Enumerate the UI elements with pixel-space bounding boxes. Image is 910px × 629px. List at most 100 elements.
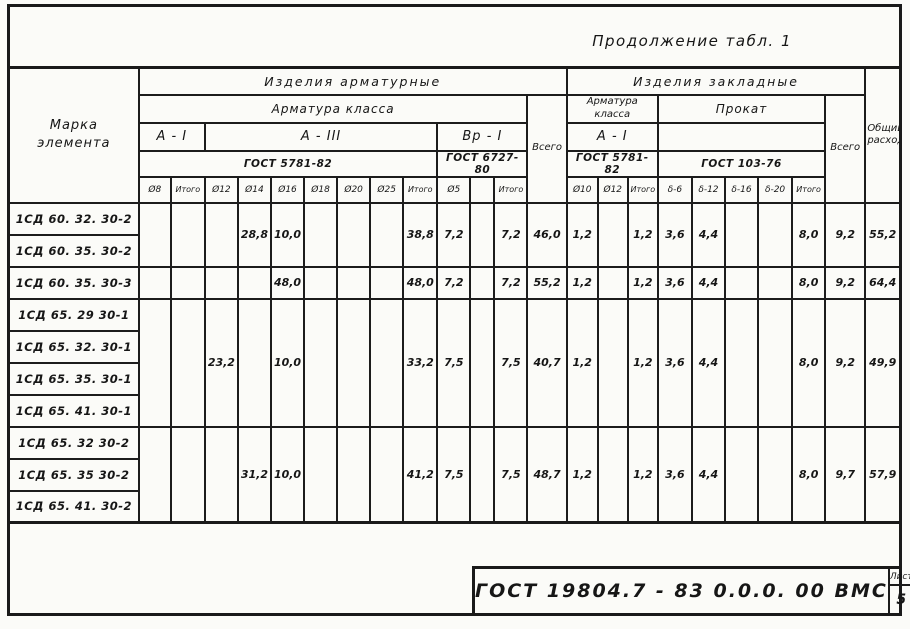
empty-cell <box>596 425 629 524</box>
header-armature-class-right: Арматура класса <box>565 93 659 124</box>
empty-cell <box>723 265 760 300</box>
value-cell: 7,2 <box>436 201 472 268</box>
empty-cell <box>236 297 272 428</box>
empty-cell <box>137 265 172 300</box>
header-dia-8: Ø8 <box>137 175 172 204</box>
empty-cell <box>369 297 405 428</box>
header-itogo: Итого <box>493 175 529 204</box>
value-cell: 49,9 <box>864 297 902 428</box>
value-cell: 3,6 <box>656 201 693 268</box>
empty-cell <box>203 425 239 524</box>
empty-cell <box>723 201 760 268</box>
header-mark-element: Марка элемента <box>7 66 140 204</box>
header-section-embedded: Изделия закладные <box>565 66 867 96</box>
empty-cell <box>203 265 239 300</box>
value-cell: 1,2 <box>626 201 659 268</box>
title-block: ГОСТ 19804.7 - 83 0.0.0. 00 ВМС Лист 5 <box>472 566 910 616</box>
header-delta-16: δ-16 <box>723 175 760 204</box>
empty-cell <box>469 265 496 300</box>
header-dia-16: Ø16 <box>269 175 306 204</box>
sheet-number: 5 <box>896 591 907 608</box>
value-cell: 28,8 <box>236 201 272 268</box>
header-delta-12: δ-12 <box>690 175 726 204</box>
row-label: 1СД 65. 35. 30-1 <box>7 361 140 396</box>
empty-cell <box>303 201 339 268</box>
header-prokat: Прокат <box>656 93 827 124</box>
value-cell: 4,4 <box>690 425 726 524</box>
row-label: 1СД 60. 35. 30-3 <box>7 265 140 300</box>
empty-cell <box>596 265 629 300</box>
header-blank-dia <box>469 175 496 204</box>
value-cell: 7,5 <box>493 297 529 428</box>
empty-cell <box>469 201 496 268</box>
header-dia-14: Ø14 <box>236 175 272 204</box>
value-cell: 8,0 <box>791 297 827 428</box>
header-total-consumption: Общий расход <box>864 66 902 204</box>
empty-cell <box>137 297 172 428</box>
value-cell: 64,4 <box>864 265 902 300</box>
empty-cell <box>369 425 405 524</box>
header-vsego-right: Всего <box>824 93 867 204</box>
empty-cell <box>336 201 372 268</box>
empty-cell <box>203 201 239 268</box>
value-cell: 3,6 <box>656 297 693 428</box>
value-cell: 23,2 <box>203 297 239 428</box>
value-cell: 7,5 <box>436 297 472 428</box>
value-cell: 4,4 <box>690 297 726 428</box>
value-cell: 55,2 <box>526 265 568 300</box>
empty-cell <box>723 297 760 428</box>
document-designation: ГОСТ 19804.7 - 83 0.0.0. 00 ВМС <box>475 580 888 602</box>
value-cell: 1,2 <box>626 265 659 300</box>
empty-cell <box>169 297 206 428</box>
empty-cell <box>137 201 172 268</box>
empty-cell <box>236 265 272 300</box>
empty-cell <box>169 201 206 268</box>
header-dia-5: Ø5 <box>436 175 472 204</box>
empty-cell <box>169 425 206 524</box>
empty-cell <box>469 425 496 524</box>
value-cell: 41,2 <box>402 425 439 524</box>
row-label: 1СД 65. 32. 30-1 <box>7 329 140 364</box>
sheet-box: Лист 5 <box>887 569 910 613</box>
header-delta-20: δ-20 <box>757 175 794 204</box>
empty-cell <box>757 425 794 524</box>
empty-cell <box>169 265 206 300</box>
empty-cell <box>469 297 496 428</box>
header-gost-5781-left: ГОСТ 5781-82 <box>137 149 439 178</box>
header-section-armature: Изделия арматурные <box>137 66 568 96</box>
empty-cell <box>137 425 172 524</box>
table-continuation-caption: Продолжение табл. 1 <box>592 32 792 50</box>
empty-cell <box>596 201 629 268</box>
value-cell: 3,6 <box>656 425 693 524</box>
header-dia-10: Ø10 <box>565 175 599 204</box>
empty-cell <box>336 265 372 300</box>
value-cell: 38,8 <box>402 201 439 268</box>
header-dia-12: Ø12 <box>203 175 239 204</box>
value-cell: 48,0 <box>269 265 306 300</box>
value-cell: 9,7 <box>824 425 867 524</box>
value-cell: 8,0 <box>791 265 827 300</box>
value-cell: 7,5 <box>493 425 529 524</box>
value-cell: 48,0 <box>402 265 439 300</box>
value-cell: 1,2 <box>565 425 599 524</box>
empty-cell <box>369 265 405 300</box>
value-cell: 4,4 <box>690 201 726 268</box>
empty-cell <box>757 265 794 300</box>
empty-cell <box>303 265 339 300</box>
value-cell: 4,4 <box>690 265 726 300</box>
row-label: 1СД 65. 35 30-2 <box>7 457 140 492</box>
header-itogo: Итого <box>791 175 827 204</box>
value-cell: 7,2 <box>436 265 472 300</box>
value-cell: 10,0 <box>269 425 306 524</box>
row-label: 1СД 60. 32. 30-2 <box>7 201 140 236</box>
header-blank-cell <box>656 121 827 152</box>
value-cell: 8,0 <box>791 425 827 524</box>
value-cell: 9,2 <box>824 201 867 268</box>
empty-cell <box>336 425 372 524</box>
empty-cell <box>369 201 405 268</box>
value-cell: 46,0 <box>526 201 568 268</box>
sheet-label: Лист <box>889 569 910 586</box>
header-itogo: Итого <box>402 175 439 204</box>
value-cell: 8,0 <box>791 201 827 268</box>
header-itogo: Итого <box>626 175 659 204</box>
